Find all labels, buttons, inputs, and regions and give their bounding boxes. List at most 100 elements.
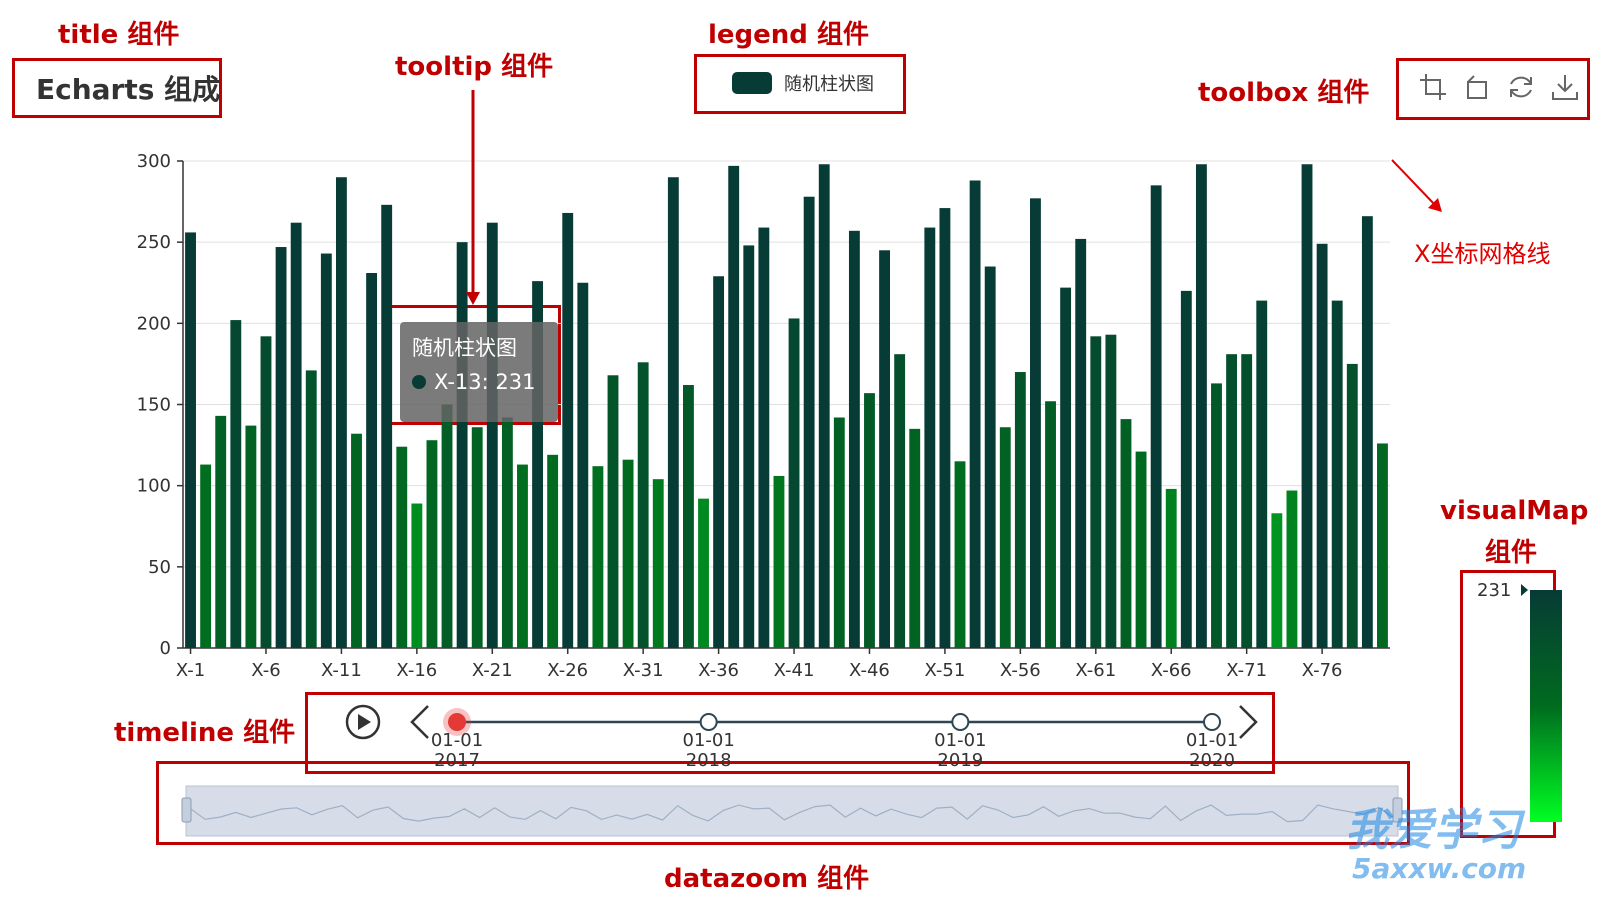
bar[interactable] [1120, 419, 1132, 648]
bar[interactable] [366, 273, 378, 648]
bar[interactable] [984, 266, 996, 648]
bar[interactable] [667, 177, 679, 648]
bar[interactable] [1271, 513, 1283, 648]
bar[interactable] [682, 385, 694, 648]
bar[interactable] [954, 461, 966, 648]
bar[interactable] [1060, 287, 1072, 648]
bar[interactable] [1030, 198, 1041, 648]
bar[interactable] [471, 427, 483, 648]
bar[interactable] [426, 440, 438, 648]
bar[interactable] [562, 212, 574, 649]
bar[interactable] [1090, 336, 1102, 648]
bar[interactable] [1241, 354, 1253, 648]
bar[interactable] [1045, 401, 1056, 648]
bar[interactable] [909, 428, 921, 648]
bar[interactable] [758, 227, 770, 648]
bar[interactable] [713, 276, 725, 648]
bar[interactable] [456, 242, 468, 648]
bar[interactable] [1165, 488, 1177, 648]
bar[interactable] [1105, 334, 1117, 648]
bar[interactable] [833, 417, 845, 648]
toolbox [1418, 72, 1580, 102]
bar[interactable] [577, 282, 589, 648]
bar[interactable] [1346, 363, 1358, 648]
bar[interactable] [1377, 443, 1388, 648]
bar[interactable] [517, 464, 528, 648]
timeline-prev-icon[interactable] [410, 705, 429, 739]
bar[interactable] [803, 196, 815, 649]
bar[interactable] [245, 425, 257, 648]
bar[interactable] [1150, 185, 1162, 648]
chart-title: Echarts 组成 [36, 73, 221, 106]
bar[interactable] [864, 393, 875, 648]
bar[interactable] [773, 475, 785, 648]
bar[interactable] [637, 362, 649, 648]
bar[interactable] [1331, 300, 1343, 648]
bar[interactable] [924, 227, 936, 648]
timeline-node[interactable] [1203, 713, 1221, 731]
bar[interactable] [743, 245, 755, 648]
bar[interactable] [275, 247, 287, 648]
visualmap-annotation-line2: 组件 [1485, 538, 1538, 568]
bar[interactable] [215, 415, 227, 648]
bar[interactable] [486, 222, 498, 649]
bar[interactable] [290, 222, 302, 649]
bar[interactable] [200, 464, 212, 648]
bar[interactable] [230, 320, 242, 648]
timeline-next-icon[interactable] [1239, 705, 1258, 739]
bar[interactable] [351, 433, 362, 648]
bar[interactable] [969, 180, 981, 649]
bar[interactable] [501, 417, 513, 648]
bar[interactable] [260, 336, 272, 648]
bar[interactable] [592, 466, 604, 648]
bar[interactable] [1316, 243, 1328, 649]
bar[interactable] [622, 459, 634, 648]
bar[interactable] [532, 281, 543, 648]
bar[interactable] [335, 177, 347, 648]
zoom-reset-icon[interactable] [1462, 72, 1492, 102]
bar[interactable] [1301, 164, 1313, 648]
bar[interactable] [1014, 372, 1026, 648]
legend[interactable]: 随机柱状图 [732, 70, 874, 96]
bar[interactable] [848, 230, 860, 648]
bar[interactable] [894, 354, 906, 648]
timeline-node-active[interactable] [448, 713, 466, 731]
bar[interactable] [411, 503, 423, 648]
bar[interactable] [320, 253, 332, 648]
bar[interactable] [652, 479, 664, 648]
bar[interactable] [396, 446, 408, 648]
y-tick-label: 150 [137, 395, 171, 416]
bar[interactable] [441, 404, 453, 649]
bar[interactable] [879, 250, 891, 649]
bar[interactable] [818, 164, 830, 648]
visualmap-handle-icon[interactable] [1521, 584, 1528, 596]
bar[interactable] [547, 454, 559, 648]
timeline-node[interactable] [699, 713, 718, 731]
datazoom-right-handle[interactable] [1392, 797, 1403, 823]
bar[interactable] [305, 370, 317, 648]
bar[interactable] [1195, 164, 1207, 648]
data-zoom-icon[interactable] [1418, 72, 1448, 102]
timeline-node[interactable] [951, 713, 970, 731]
bar[interactable] [1256, 300, 1268, 648]
bar[interactable] [999, 427, 1011, 648]
bar[interactable] [698, 498, 709, 648]
save-image-icon[interactable] [1550, 72, 1580, 102]
bar[interactable] [939, 208, 951, 648]
bar[interactable] [1211, 383, 1222, 648]
bar[interactable] [728, 165, 740, 648]
bar[interactable] [788, 318, 800, 648]
bar[interactable] [1361, 216, 1373, 648]
visualmap-gradient-bar[interactable] [1530, 590, 1562, 822]
play-icon[interactable] [345, 704, 381, 740]
bar[interactable] [607, 375, 619, 648]
bar[interactable] [1180, 290, 1192, 648]
bar[interactable] [1075, 238, 1087, 649]
bar[interactable] [1135, 451, 1147, 648]
bar[interactable] [1286, 490, 1298, 648]
datazoom-left-handle[interactable] [181, 797, 192, 823]
bar[interactable] [185, 232, 196, 648]
bar[interactable] [381, 204, 393, 648]
bar[interactable] [1226, 354, 1238, 648]
restore-icon[interactable] [1506, 72, 1536, 102]
